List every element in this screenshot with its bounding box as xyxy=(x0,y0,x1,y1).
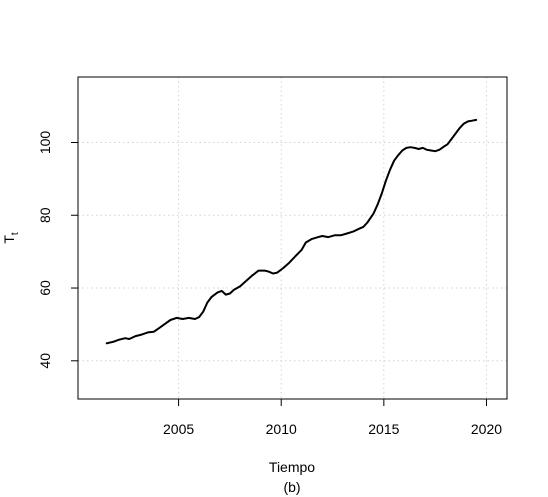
y-axis-label: Tt xyxy=(1,232,21,244)
series-line xyxy=(105,118,478,345)
x-tick-label: 2010 xyxy=(266,421,297,437)
grid-lines xyxy=(78,77,507,399)
x-axis: 2005 2010 2015 2020 xyxy=(163,399,502,437)
y-tick-label: 100 xyxy=(37,131,53,155)
figure-sublabel: (b) xyxy=(283,479,300,495)
x-tick-label: 2015 xyxy=(368,421,399,437)
y-axis: 40 60 80 100 xyxy=(37,131,78,369)
y-tick-label: 60 xyxy=(37,280,53,296)
x-tick-label: 2005 xyxy=(163,421,194,437)
x-axis-label: Tiempo xyxy=(269,459,315,475)
data-layer xyxy=(105,118,478,345)
y-axis-label-subscript: t xyxy=(10,232,21,235)
y-axis-label-main: T xyxy=(1,235,17,244)
y-tick-label: 80 xyxy=(37,207,53,223)
y-tick-label: 40 xyxy=(37,353,53,369)
x-tick-label: 2020 xyxy=(471,421,502,437)
plot-frame xyxy=(77,76,508,400)
